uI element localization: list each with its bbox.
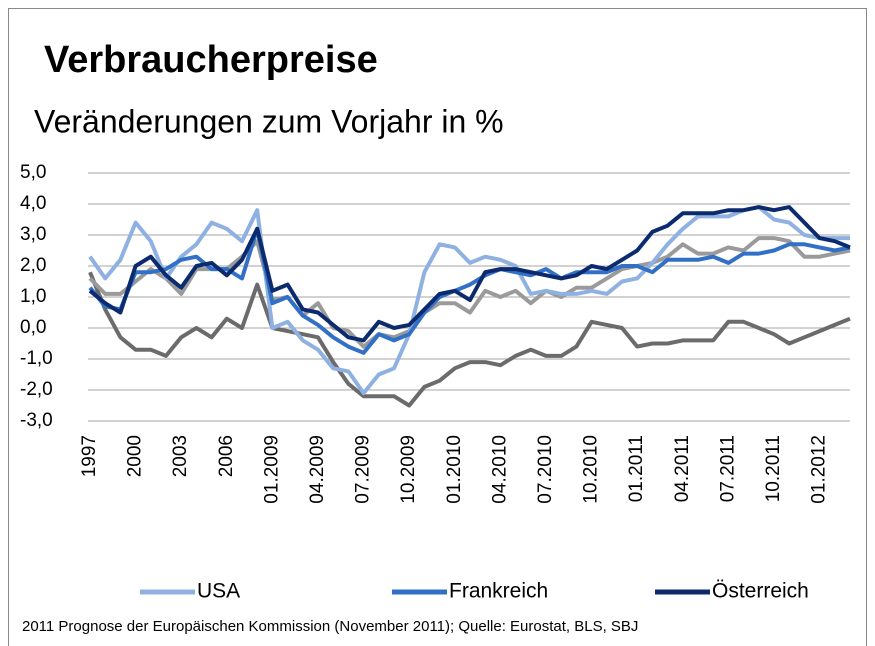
x-tick-label: 10.2011 [763, 435, 784, 502]
frame [8, 8, 867, 646]
y-tick-label: 3,0 [20, 224, 46, 245]
x-tick-label: 1997 [79, 435, 100, 477]
legend-label: Frankreich [449, 580, 548, 603]
y-tick-label: 1,0 [20, 286, 46, 307]
series-line [88, 271, 851, 408]
x-tick-label: 2006 [216, 435, 237, 477]
y-tick-label: 5,0 [20, 162, 46, 183]
y-tick-label: -3,0 [20, 410, 53, 431]
chart-title: Verbraucherpreise [44, 39, 378, 81]
y-tick-label: 2,0 [20, 255, 46, 276]
x-tick-label: 10.2010 [581, 435, 602, 504]
x-tick-label: 01.2009 [261, 435, 282, 504]
x-tick-label: 2000 [125, 435, 146, 477]
legend-label: Österreich [712, 580, 809, 603]
x-tick-label: 04.2009 [307, 435, 328, 504]
y-tick-label: 0,0 [20, 317, 46, 338]
x-tick-label: 04.2010 [489, 435, 510, 504]
x-tick-label: 10.2009 [398, 435, 419, 504]
series-line [88, 205, 850, 396]
chart-subtitle: Veränderungen zum Vorjahr in % [34, 103, 504, 139]
x-tick-label: 01.2011 [626, 435, 647, 502]
x-tick-label: 07.2011 [717, 435, 738, 502]
x-tick-label: 04.2011 [672, 435, 693, 502]
x-tick-label: 01.2010 [444, 435, 465, 504]
x-tick-label: 07.2010 [535, 435, 556, 504]
y-tick-label: -2,0 [20, 379, 53, 400]
x-tick-label: 01.2012 [809, 435, 830, 504]
x-tick-label: 2003 [170, 435, 191, 477]
y-tick-label: -1,0 [20, 348, 53, 369]
series-line [88, 205, 851, 343]
footnote: 2011 Prognose der Europäischen Kommissio… [22, 618, 638, 635]
y-tick-label: 4,0 [20, 193, 46, 214]
x-tick-label: 07.2009 [353, 435, 374, 504]
legend-label: USA [197, 580, 240, 603]
